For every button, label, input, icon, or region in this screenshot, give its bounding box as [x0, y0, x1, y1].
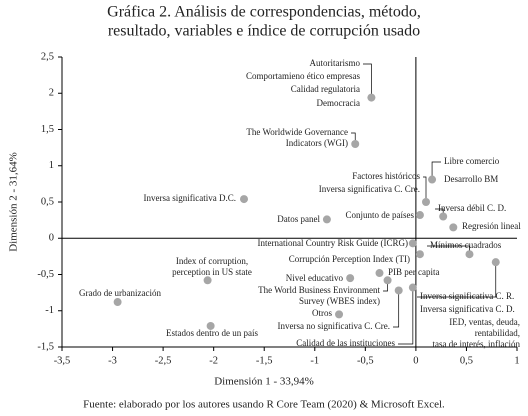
point [491, 258, 500, 267]
x-tick-label: 0 [413, 355, 418, 366]
chart-title: resultado, variables e índice de corrupc… [108, 23, 420, 40]
point-label: Democracia [317, 98, 360, 108]
point-label: Estados dentro de un país [166, 328, 258, 338]
point-label: rentabilidad, [475, 328, 520, 338]
point [415, 211, 424, 220]
point [439, 212, 448, 221]
point [240, 195, 248, 204]
point-label: The Worldwide Governance [246, 127, 348, 137]
point-label: Autoritarismo [310, 58, 361, 68]
point [206, 321, 215, 330]
point-label: International Country Risk Guide (ICRG) [258, 238, 408, 248]
point-label: The World Business Environment [258, 285, 380, 295]
y-axis-label: Dimensión 2 - 31,64% [8, 152, 20, 252]
leader-line [423, 176, 427, 202]
point-label: Mínimos cuadrados [430, 240, 502, 250]
point [113, 298, 122, 307]
y-tick-label: 0,5 [41, 196, 54, 207]
point-label: Otros [312, 308, 332, 318]
source: Fuente: elaborado por los autores usando… [83, 399, 445, 411]
point-label: Index of corruption, [176, 256, 248, 266]
point-label: Datos panel [277, 214, 320, 224]
point [375, 269, 384, 278]
x-tick-label: 0,5 [460, 355, 473, 366]
x-tick-label: -2 [209, 355, 218, 366]
y-tick-label: -1 [45, 305, 54, 316]
point-label: Calidad regulatoria [291, 84, 360, 94]
y-tick-label: 1 [49, 160, 54, 171]
y-tick-label: 1,5 [41, 124, 54, 135]
point-label: Inversa débil C. D. [438, 203, 506, 213]
point-label: Inversa significativa D.C. [144, 193, 236, 203]
point [408, 239, 417, 248]
point-label: tasa de interés, inflación [433, 339, 521, 349]
y-tick-label: 2,5 [41, 51, 54, 62]
x-tick-label: -3,5 [54, 355, 71, 366]
point [449, 223, 458, 232]
point-label: Calidad de las instituciones [296, 338, 395, 348]
point-label: Nivel educativo [286, 273, 344, 283]
point-label: Factores históricos [352, 171, 420, 181]
point-label: Grado de urbanización [79, 288, 161, 298]
point [428, 175, 437, 184]
leader-line [417, 262, 497, 298]
chart-title: Gráfica 2. Análisis de correspondencias,… [107, 4, 421, 21]
point [383, 276, 392, 285]
point [415, 250, 424, 259]
point [351, 140, 360, 148]
point [346, 274, 355, 283]
point-label: Inversa significativa C. R. [420, 291, 514, 301]
point-label: Desarrollo BM [444, 174, 498, 184]
point [465, 250, 474, 259]
leader-line [363, 63, 372, 98]
point [408, 283, 417, 292]
y-tick-label: -1,5 [37, 341, 54, 352]
x-axis-label: Dimensión 1 - 33,94% [214, 376, 314, 388]
leader-line [393, 290, 400, 328]
point-label: Indicators (WGI) [286, 138, 348, 148]
y-tick-label: 2 [49, 88, 54, 99]
point-label: IED, ventas, deuda, [449, 317, 520, 327]
x-tick-label: -0,5 [357, 355, 374, 366]
point [203, 276, 212, 285]
y-tick-label: -0,5 [37, 269, 54, 280]
y-tick-label: 0 [49, 233, 54, 244]
point-label: Inversa significativa C. D. [420, 304, 515, 314]
x-tick-label: -2,5 [155, 355, 172, 366]
point-label: perception in US state [172, 267, 252, 277]
point-label: Survey (WBES index) [299, 296, 380, 306]
point-label: Inversa no significativa C. Cre. [278, 321, 390, 331]
leader-line [431, 161, 441, 180]
leader-line [398, 287, 414, 345]
point-label: Inversa significativa C. Cre. [319, 184, 420, 194]
point [394, 286, 403, 295]
point [335, 310, 344, 319]
point-label: Regresión lineal [462, 221, 521, 231]
x-tick-label: -1,5 [256, 355, 273, 366]
point-label: Libre comercio [444, 156, 500, 166]
point [367, 93, 376, 102]
x-tick-label: -3 [108, 355, 117, 366]
point-label: Comportamieno ético empresas [246, 71, 360, 81]
point-label: Corrupción Perception Index (TI) [289, 254, 410, 264]
point [322, 215, 331, 224]
point-label: Conjunto de países [346, 210, 415, 220]
point [422, 198, 430, 206]
point-label: PIB per capita [388, 267, 439, 277]
x-tick-label: -1 [310, 355, 319, 366]
x-tick-label: 1 [514, 355, 519, 366]
